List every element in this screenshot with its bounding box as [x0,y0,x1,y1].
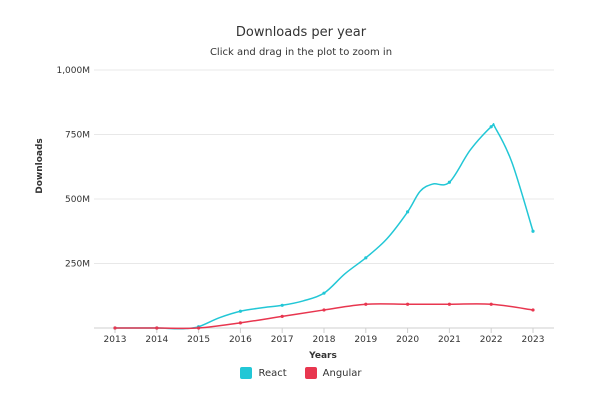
series-line-angular[interactable] [115,303,534,330]
data-point-angular-2016[interactable] [238,321,242,325]
data-point-angular-2014[interactable] [155,326,159,330]
x-tick-label-2019: 2019 [354,335,377,345]
chart-title: Downloads per year [236,25,367,40]
data-point-angular-2023[interactable] [531,308,535,312]
data-point-react-2021[interactable] [447,180,451,184]
data-point-react-2022[interactable] [489,125,493,129]
data-point-angular-2020[interactable] [406,302,410,306]
data-point-react-2016[interactable] [238,309,242,313]
gridlines [94,69,554,264]
y-tick-labels: 250M 500M 750M 1,000M [56,66,90,270]
data-point-react-2020[interactable] [406,210,410,214]
y-axis-title: Downloads [35,138,45,194]
data-point-react-2023[interactable] [531,229,535,233]
y-tick-label-500: 500M [65,195,90,205]
x-tick-label-2020: 2020 [396,335,419,345]
x-tick-label-2016: 2016 [229,335,252,345]
data-point-angular-2013[interactable] [113,326,117,330]
x-tick-label-2023: 2023 [522,335,545,345]
series-group[interactable] [113,123,535,330]
x-tick-label-2021: 2021 [438,335,461,345]
y-tick-label-250: 250M [65,260,90,270]
y-tick-label-1000: 1,000M [56,66,90,76]
x-axis-title: Years [308,351,337,360]
x-tick-label-2022: 2022 [480,335,503,345]
data-point-angular-2018[interactable] [322,308,326,312]
legend-swatch-react [240,367,253,379]
data-point-angular-2017[interactable] [280,314,284,318]
x-tick-label-2018: 2018 [313,335,336,345]
legend-label-react: React [258,367,287,379]
data-point-angular-2022[interactable] [489,302,493,306]
legend-item-angular[interactable]: Angular [304,364,362,382]
chart-svg[interactable]: Downloads per year Click and drag in the… [0,0,602,360]
data-point-react-2018[interactable] [322,291,326,295]
data-point-angular-2021[interactable] [447,302,451,306]
chart-subtitle: Click and drag in the plot to zoom in [210,47,392,58]
legend-swatch-angular [304,367,317,379]
legend-item-react[interactable]: React [240,364,287,382]
series-line-react[interactable] [115,123,534,330]
legend: React Angular [0,364,602,382]
x-tick-label-2014: 2014 [145,335,168,345]
x-tick-label-2015: 2015 [187,335,210,345]
x-axis: 2013 2014 2015 2016 2017 2018 2019 2020 2021 2022… [94,327,554,345]
data-point-angular-2019[interactable] [364,302,368,306]
x-tick-label-2017: 2017 [271,335,294,345]
legend-label-angular: Angular [322,367,362,379]
x-tick-label-2013: 2013 [104,335,127,345]
data-point-react-2017[interactable] [280,303,284,307]
data-point-react-2019[interactable] [364,256,368,260]
data-point-angular-2015[interactable] [197,326,201,330]
y-tick-label-750: 750M [65,131,90,141]
